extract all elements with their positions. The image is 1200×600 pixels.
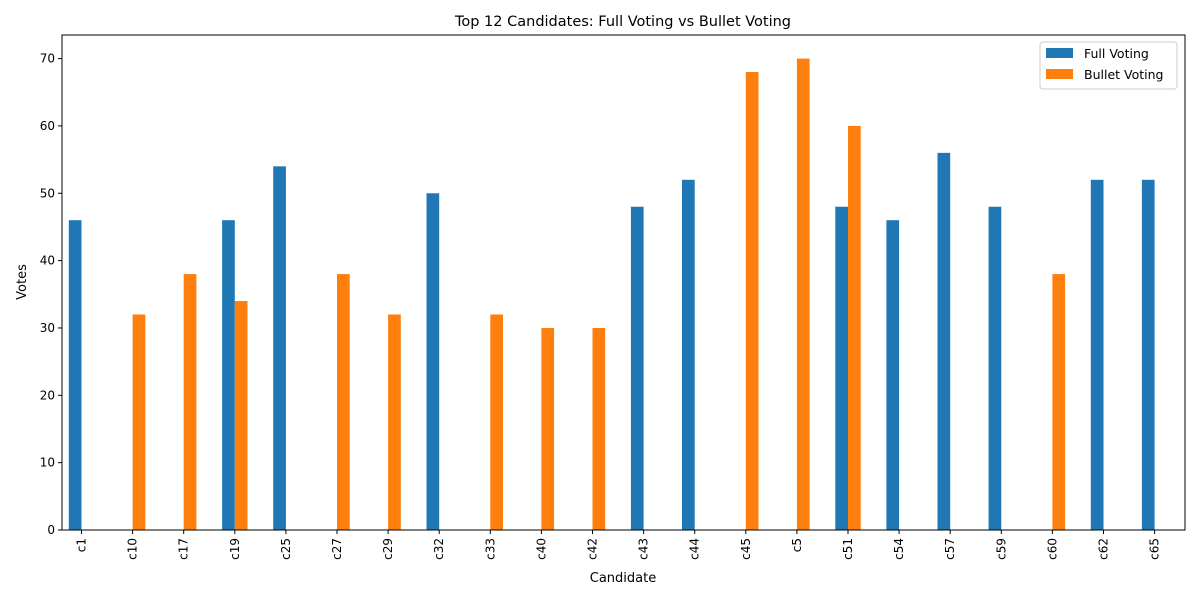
plot-frame [61, 34, 1186, 531]
y-axis: 0 10 20 30 40 50 60 70 [40, 52, 62, 537]
x-tick-label-c65: c65 [1148, 538, 1162, 560]
x-tick-label-c62: c62 [1097, 538, 1111, 560]
bar-bullet-voting-c29 [388, 314, 401, 530]
bar-bullet-voting-c17 [183, 274, 197, 530]
bar-full-voting-c32 [426, 193, 440, 530]
x-tick-label-c27: c27 [330, 538, 344, 560]
bar-full-voting-c65 [1141, 179, 1155, 531]
y-tick-label: 70 [40, 52, 55, 66]
bar-full-voting-c54 [886, 220, 900, 530]
y-tick-label: 20 [40, 388, 55, 402]
x-tick-label-c42: c42 [586, 538, 600, 560]
y-tick-label: 0 [47, 523, 55, 537]
y-tick-label: 60 [40, 119, 55, 133]
bar-full-voting-c44 [682, 179, 695, 531]
y-tick-label: 30 [40, 321, 55, 335]
bar-full-voting-c19 [222, 220, 235, 530]
x-tick-label-c17: c17 [177, 538, 191, 560]
bar-full-voting-c59 [988, 206, 1002, 531]
y-tick-label: 10 [40, 456, 55, 470]
x-tick-label-c32: c32 [432, 538, 446, 560]
x-tick-label-c40: c40 [534, 538, 548, 560]
legend-box [1039, 41, 1178, 90]
chart-title: Top 12 Candidates: Full Voting vs Bullet… [454, 14, 791, 30]
x-tick-label-c29: c29 [381, 538, 395, 560]
legend: Full Voting Bullet Voting [1039, 41, 1178, 90]
x-tick-label-c54: c54 [892, 538, 906, 560]
x-axis-label: Candidate [590, 571, 656, 586]
x-tick-label-c43: c43 [637, 538, 651, 560]
bar-bullet-voting-c33 [490, 314, 503, 530]
x-tick-label-c1: c1 [75, 538, 89, 552]
y-axis-label: Votes [15, 264, 30, 300]
bar-bullet-voting-c5 [796, 58, 810, 530]
bar-full-voting-c62 [1090, 179, 1104, 531]
x-tick-label-c19: c19 [228, 538, 242, 560]
legend-label-bullet-voting: Bullet Voting [1084, 67, 1163, 82]
x-tick-label-c5: c5 [790, 538, 804, 552]
y-tick-label: 50 [40, 186, 55, 200]
legend-label-full-voting: Full Voting [1084, 46, 1149, 61]
bar-full-voting-c1 [68, 220, 82, 530]
x-tick-label-c51: c51 [841, 538, 855, 560]
bar-full-voting-c51 [835, 206, 848, 531]
bars-layer [68, 58, 1155, 531]
x-tick-label-c44: c44 [688, 538, 702, 560]
y-tick-label: 40 [40, 254, 55, 268]
bar-full-voting-c25 [273, 166, 286, 530]
x-tick-label-c33: c33 [483, 538, 497, 560]
bar-bullet-voting-c10 [132, 314, 146, 530]
bar-bullet-voting-c27 [337, 274, 350, 530]
x-tick-label-c25: c25 [279, 538, 293, 560]
legend-swatch-full-voting [1046, 48, 1073, 58]
x-tick-label-c10: c10 [126, 538, 140, 560]
x-tick-label-c60: c60 [1045, 538, 1059, 560]
bar-full-voting-c43 [630, 206, 644, 531]
legend-swatch-bullet-voting [1046, 69, 1073, 79]
bar-full-voting-c57 [937, 152, 951, 531]
bar-bullet-voting-c40 [541, 327, 555, 530]
bar-bullet-voting-c60 [1052, 274, 1066, 530]
x-axis: c1 c10 c17 c19 c25 c27 c29 c32 c33 c40 c42 c43 c44 c4… [75, 530, 1162, 560]
bar-bullet-voting-c45 [745, 72, 759, 530]
x-tick-label-c57: c57 [943, 538, 957, 560]
x-tick-label-c45: c45 [739, 538, 753, 560]
bar-bullet-voting-c42 [592, 327, 606, 530]
bar-bullet-voting-c19 [234, 301, 248, 530]
bar-bullet-voting-c51 [848, 125, 861, 531]
x-tick-label-c59: c59 [994, 538, 1008, 560]
